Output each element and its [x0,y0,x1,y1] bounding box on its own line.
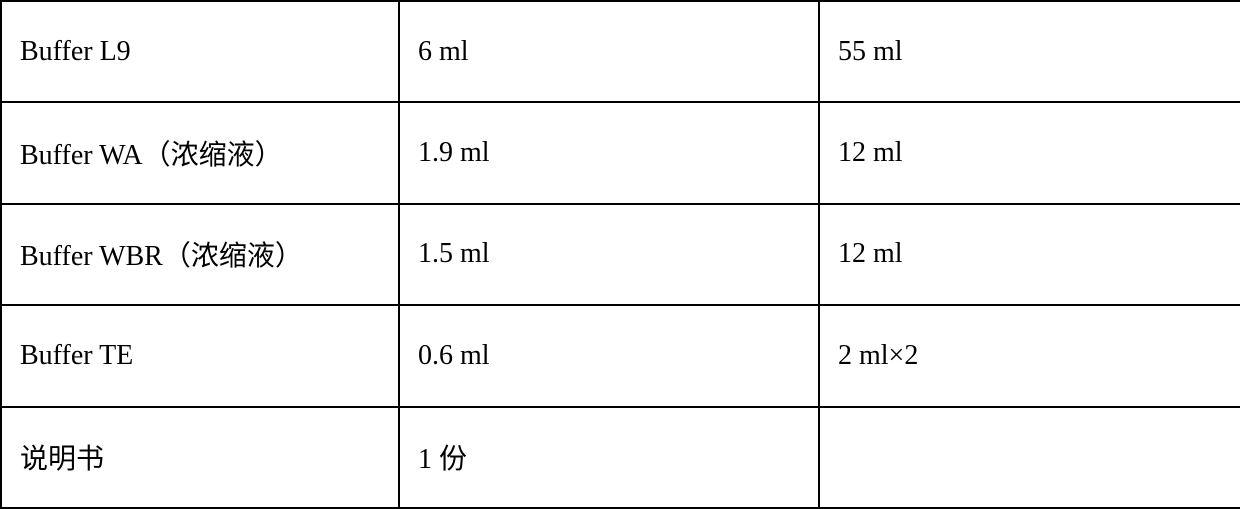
cell-value1: 1 份 [399,407,819,508]
cell-name: Buffer L9 [1,1,399,102]
buffer-table-container: Buffer L9 6 ml 55 ml Buffer WA（浓缩液） 1.9 … [0,0,1240,509]
table-row: Buffer L9 6 ml 55 ml [1,1,1240,102]
table-row: Buffer WBR（浓缩液） 1.5 ml 12 ml [1,204,1240,305]
cell-value2: 12 ml [819,204,1240,305]
buffer-table: Buffer L9 6 ml 55 ml Buffer WA（浓缩液） 1.9 … [0,0,1240,509]
cell-value2: 2 ml×2 [819,305,1240,406]
cell-value1: 1.9 ml [399,102,819,203]
table-row: Buffer WA（浓缩液） 1.9 ml 12 ml [1,102,1240,203]
cell-value2 [819,407,1240,508]
cell-value2: 12 ml [819,102,1240,203]
cell-value1: 6 ml [399,1,819,102]
cell-name: Buffer WBR（浓缩液） [1,204,399,305]
table-row: Buffer TE 0.6 ml 2 ml×2 [1,305,1240,406]
cell-value1: 0.6 ml [399,305,819,406]
cell-name: Buffer TE [1,305,399,406]
cell-value2: 55 ml [819,1,1240,102]
cell-value1: 1.5 ml [399,204,819,305]
cell-name: Buffer WA（浓缩液） [1,102,399,203]
cell-name: 说明书 [1,407,399,508]
table-row: 说明书 1 份 [1,407,1240,508]
